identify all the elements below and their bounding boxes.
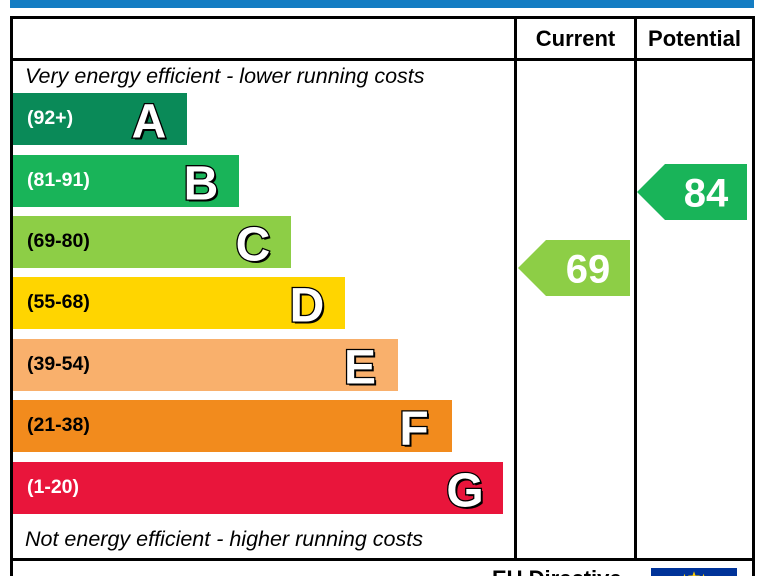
band-c-letter: CC — [234, 217, 273, 269]
current-rating-value: 69 — [566, 248, 611, 292]
band-f-letter: FF — [398, 401, 431, 453]
column-header-potential: Potential — [648, 26, 741, 51]
band-letter-shadow: D — [292, 282, 327, 330]
eu-flag — [651, 568, 737, 576]
band-letter-glyph: C — [236, 219, 271, 269]
divider-header — [10, 58, 755, 61]
band-d-range: (55-68) — [27, 291, 90, 313]
band-f-range: (21-38) — [27, 414, 90, 436]
current-arrow-shape — [518, 240, 630, 296]
divider-chart-current — [514, 16, 517, 561]
potential-rating-value: 84 — [684, 172, 729, 216]
band-g-letter: GG — [445, 463, 486, 515]
eu-directive-label: EU Directive — [492, 566, 622, 576]
title-bar — [10, 0, 754, 8]
potential-rating-arrow: 84 — [637, 164, 747, 220]
band-b-letter: BB — [182, 156, 221, 208]
band-letter-glyph: A — [132, 96, 167, 146]
band-letter-shadow: E — [346, 344, 378, 392]
band-a-range: (92+) — [27, 107, 74, 129]
band-letter-shadow: G — [448, 467, 485, 515]
band-g-range: (1-20) — [27, 476, 80, 498]
band-a-letter: AA — [130, 94, 169, 146]
divider-footer — [10, 558, 755, 561]
band-letter-shadow: A — [134, 98, 169, 146]
band-e-letter: EE — [343, 340, 378, 392]
band-letter-glyph: G — [446, 465, 483, 515]
eu-flag-stars — [683, 571, 705, 576]
potential-arrow-shape — [637, 164, 747, 220]
band-b-range: (81-91) — [27, 169, 90, 191]
band-c-range: (69-80) — [27, 230, 90, 252]
current-rating-arrow: 69 — [518, 240, 630, 296]
band-letter-shadow: C — [238, 221, 273, 269]
band-letter-shadow: B — [186, 160, 221, 208]
divider-current-potential — [634, 16, 637, 561]
caption-not-efficient: Not energy efficient - higher running co… — [25, 527, 423, 551]
column-header-current: Current — [535, 26, 616, 51]
band-letter-glyph: F — [399, 403, 428, 453]
band-e-range: (39-54) — [27, 353, 90, 375]
band-letter-glyph: E — [344, 342, 376, 392]
band-letter-shadow: F — [401, 405, 430, 453]
band-d-letter: DD — [288, 278, 327, 330]
caption-very-efficient: Very energy efficient - lower running co… — [25, 64, 425, 88]
band-letter-glyph: D — [290, 280, 325, 330]
band-letter-glyph: B — [184, 158, 219, 208]
